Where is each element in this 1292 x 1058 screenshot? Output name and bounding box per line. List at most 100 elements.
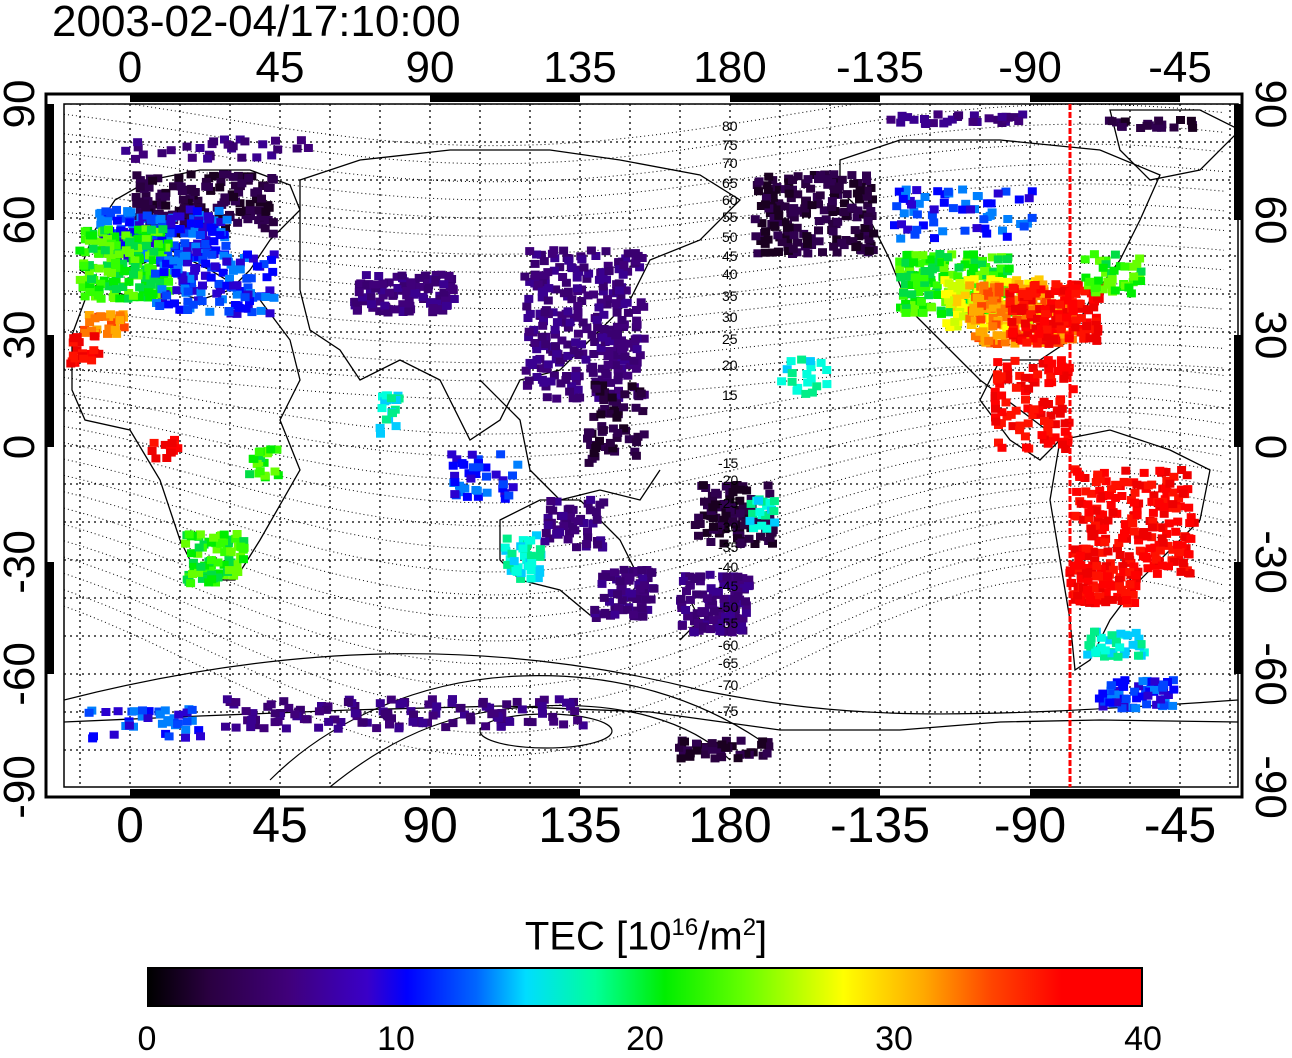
tec-cell xyxy=(535,309,545,318)
tec-cell xyxy=(383,712,393,721)
tec-cell xyxy=(988,313,998,322)
tec-cell xyxy=(572,543,581,552)
tec-cell xyxy=(404,307,414,316)
tec-cell xyxy=(195,231,205,239)
tec-cell xyxy=(805,357,815,366)
tec-cell xyxy=(960,226,970,235)
tec-cell xyxy=(706,625,716,634)
tec-cell xyxy=(1184,569,1194,577)
tec-cell xyxy=(1143,691,1153,700)
tec-cell xyxy=(736,736,746,745)
tec-cell xyxy=(524,562,534,571)
tec-cell xyxy=(590,605,600,614)
tec-cell xyxy=(976,315,986,324)
tec-cell xyxy=(111,285,121,294)
tec-cell xyxy=(1103,277,1113,286)
tec-cell xyxy=(615,577,625,586)
tec-cell xyxy=(165,229,175,238)
tec-cell xyxy=(104,282,114,291)
tec-cell xyxy=(997,391,1007,400)
tec-cell xyxy=(1046,304,1056,313)
tec-cell xyxy=(955,279,965,287)
tec-cell xyxy=(626,589,636,598)
tec-cell xyxy=(557,311,567,320)
tec-cell xyxy=(270,467,280,476)
tec-cell xyxy=(565,514,575,523)
tec-cell xyxy=(901,185,911,194)
tec-cell xyxy=(1003,255,1012,264)
tec-cell xyxy=(111,263,121,272)
tec-cell xyxy=(986,199,996,208)
tec-cell xyxy=(990,392,1000,400)
tec-cell xyxy=(1041,310,1051,319)
tec-cell xyxy=(146,225,156,234)
tec-cell xyxy=(267,151,277,160)
tec-cell xyxy=(925,270,935,279)
tec-cell xyxy=(604,337,614,346)
tec-cell xyxy=(181,733,190,742)
tec-cell xyxy=(1024,384,1034,393)
tec-cell xyxy=(862,171,871,180)
tec-cell xyxy=(765,516,775,525)
tec-cell xyxy=(914,281,924,290)
tec-cell xyxy=(613,372,623,381)
tec-cell xyxy=(1036,410,1046,419)
tec-cell xyxy=(549,266,559,275)
tec-cell xyxy=(1091,331,1101,340)
tec-cell xyxy=(582,274,592,283)
tec-cell xyxy=(116,226,126,235)
tec-cell xyxy=(118,259,128,268)
tec-cell xyxy=(1175,548,1185,557)
tec-cell xyxy=(123,208,133,217)
tec-cell xyxy=(603,352,613,361)
tec-cell xyxy=(719,594,729,603)
tec-cell xyxy=(550,325,560,334)
tec-cell xyxy=(603,360,613,369)
tec-cell xyxy=(939,198,949,207)
tec-cell xyxy=(757,219,767,228)
tec-cell xyxy=(598,287,608,296)
tec-cell xyxy=(756,237,766,245)
tec-cell xyxy=(1076,561,1086,570)
tec-cell xyxy=(128,242,138,251)
tec-cell xyxy=(166,448,176,457)
tec-cell xyxy=(235,135,245,144)
tec-cell xyxy=(87,275,96,284)
tec-cell xyxy=(96,208,106,217)
tec-cell xyxy=(619,424,629,433)
tec-cell xyxy=(1044,339,1054,348)
tec-cell xyxy=(754,496,763,505)
tec-cell xyxy=(363,280,373,289)
tec-cell xyxy=(715,627,725,636)
tec-cell xyxy=(1147,533,1157,542)
tec-cell xyxy=(1100,697,1110,706)
tec-cell xyxy=(534,565,544,574)
tec-cell xyxy=(1031,324,1041,333)
tec-cell xyxy=(561,375,571,384)
tec-cell xyxy=(133,243,143,252)
tec-cell xyxy=(1024,305,1034,314)
tec-cell xyxy=(1098,263,1108,272)
right-tick-label: 60 xyxy=(1246,195,1292,245)
tec-cell xyxy=(709,607,719,616)
tec-cell xyxy=(1076,574,1086,583)
tec-cell xyxy=(997,443,1007,452)
tec-cell xyxy=(632,595,642,603)
tec-cell xyxy=(555,263,565,272)
tec-cell xyxy=(539,317,548,326)
contour-label: 35 xyxy=(722,288,738,304)
dip-contour xyxy=(64,183,1225,237)
tec-cell xyxy=(702,528,712,537)
tec-cell xyxy=(619,403,629,412)
tec-cell xyxy=(975,270,985,279)
tec-cell xyxy=(733,587,743,596)
tec-cell xyxy=(573,302,583,310)
tec-cell xyxy=(1134,651,1143,660)
tec-cell xyxy=(427,695,437,704)
tec-cell xyxy=(1084,641,1094,650)
tec-cell xyxy=(261,293,271,301)
tec-cell xyxy=(788,176,797,185)
tec-cell xyxy=(894,187,904,196)
tec-cell xyxy=(733,534,742,543)
tec-cell xyxy=(896,118,906,127)
